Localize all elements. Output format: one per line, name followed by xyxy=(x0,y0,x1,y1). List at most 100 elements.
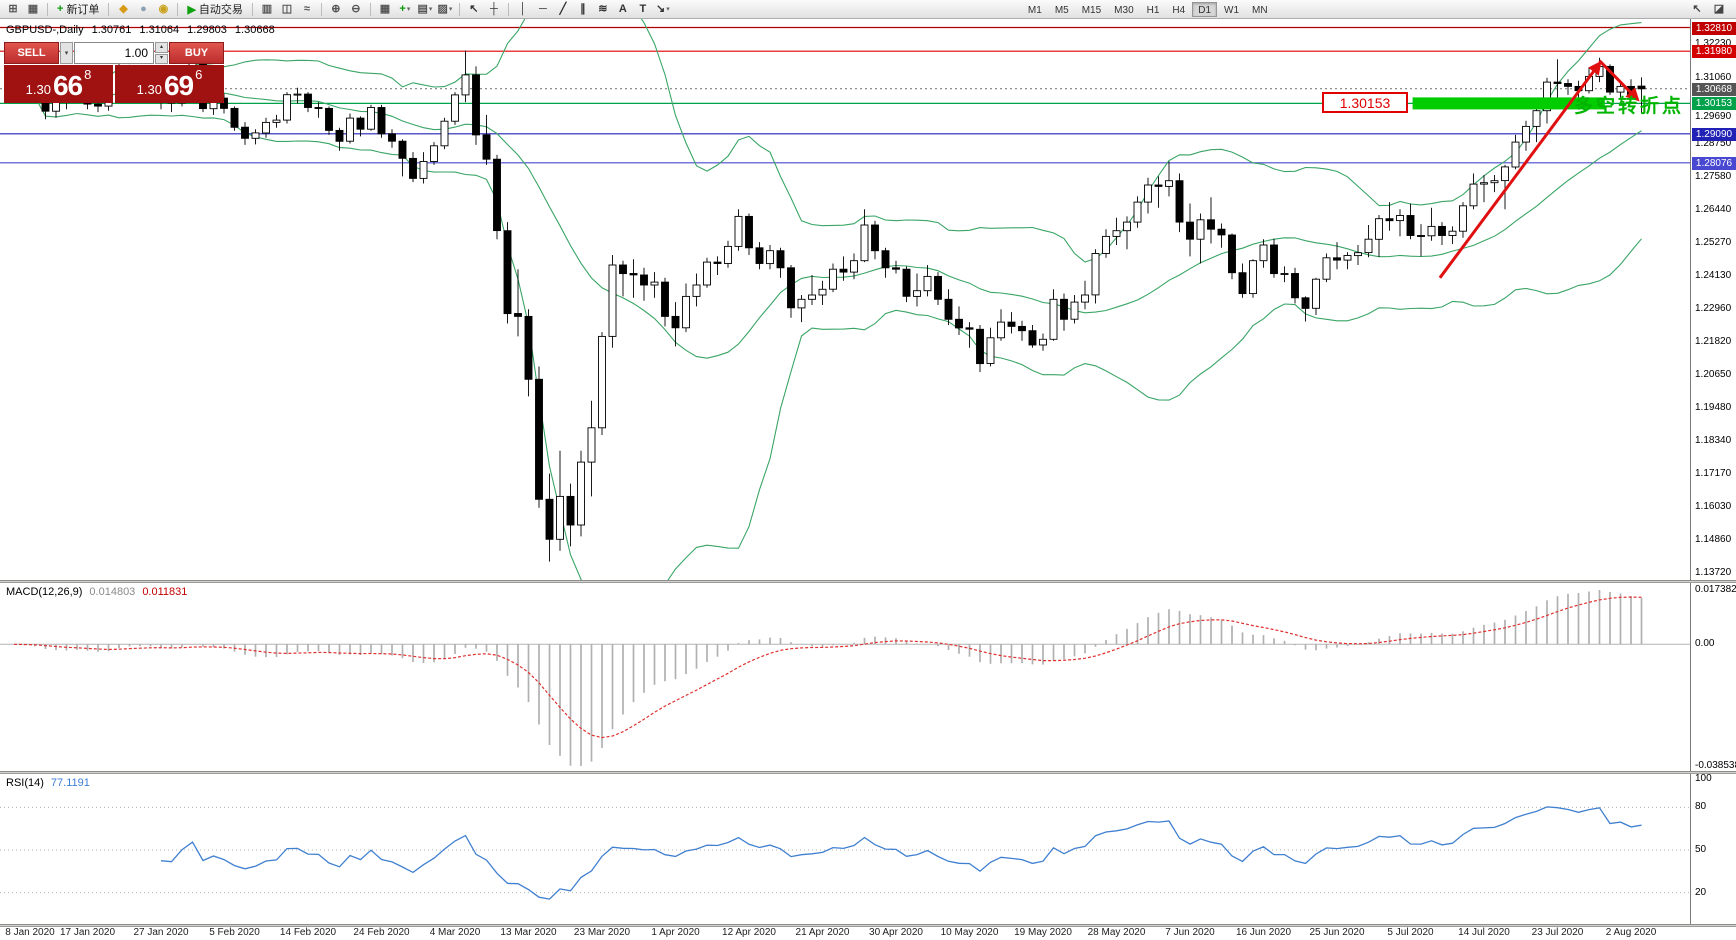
zoom-out-icon: ⊖ xyxy=(351,2,361,15)
periods-icon[interactable]: ▤ ▾ xyxy=(416,2,434,17)
price-badge: 1.30153 xyxy=(1692,97,1736,110)
rsi-line xyxy=(160,806,1642,900)
date-axis-label: 25 Jun 2020 xyxy=(1309,927,1365,938)
scale-label: 1.18340 xyxy=(1695,435,1732,446)
tile-windows-icon[interactable]: ▦ xyxy=(376,2,394,17)
bar-chart-icon: ▥ xyxy=(261,2,273,15)
price-badge: 1.29090 xyxy=(1692,128,1736,141)
sell-price-big: 66 xyxy=(52,70,83,101)
scale-label: 1.22960 xyxy=(1695,303,1732,314)
toolbar-separator xyxy=(458,2,460,16)
fibonacci-icon[interactable]: ≋ xyxy=(594,2,612,17)
new-order-button[interactable]: + 新订单 xyxy=(53,2,103,17)
new-chart-icon[interactable]: ⊞ xyxy=(4,2,22,17)
rsi-title: RSI(14) xyxy=(6,777,44,789)
text-icon[interactable]: A xyxy=(614,2,632,17)
panel-separator[interactable] xyxy=(0,771,1736,774)
toolbar-separator xyxy=(320,2,322,16)
line-chart-icon: ≈ xyxy=(303,2,310,15)
zoom-out-icon[interactable]: ⊖ xyxy=(347,2,365,17)
templates-icon: ▨ xyxy=(437,2,448,15)
date-axis-label: 2 Aug 2020 xyxy=(1605,927,1657,938)
cursor-icon[interactable]: ↖ xyxy=(465,2,483,17)
timeframe-m1[interactable]: M1 xyxy=(1027,4,1042,16)
buy-price-box[interactable]: 1.30 69 6 xyxy=(115,65,224,103)
date-axis-label: 10 May 2020 xyxy=(940,927,999,938)
timeframe-h4[interactable]: H4 xyxy=(1172,4,1186,16)
chevron-down-icon: ▾ xyxy=(428,5,433,13)
highlight-zone[interactable] xyxy=(1412,97,1605,110)
text-label-icon: T xyxy=(639,2,647,15)
sell-price-box[interactable]: 1.30 66 8 xyxy=(4,65,113,103)
timeframe-mn[interactable]: MN xyxy=(1252,4,1268,16)
indicators-icon[interactable]: + ▾ xyxy=(396,2,414,17)
timeframe-w1[interactable]: W1 xyxy=(1224,4,1240,16)
docking-icon[interactable]: ◪ xyxy=(1710,2,1728,17)
autotrading-button[interactable]: ▶ 自动交易 xyxy=(183,2,246,17)
volume-dropdown[interactable]: ▾ xyxy=(60,42,73,64)
alerts-icon[interactable]: ◆ xyxy=(114,2,132,17)
timeframe-m15[interactable]: M15 xyxy=(1081,4,1102,16)
scale-label: 1.16030 xyxy=(1695,501,1732,512)
trend-arrow[interactable] xyxy=(1598,59,1640,102)
scale-label: 50 xyxy=(1695,844,1707,855)
ohlc-open: 1.30761 xyxy=(91,24,132,36)
arrows-tool-icon: ↘ xyxy=(656,2,666,15)
panel-separator[interactable] xyxy=(0,924,1736,927)
sell-button[interactable]: SELL xyxy=(4,42,59,64)
date-axis[interactable]: 8 Jan 2020 17 Jan 2020 27 Jan 2020 5 Feb 20… xyxy=(0,926,1736,940)
trend-arrow[interactable] xyxy=(1438,60,1602,279)
timeframe-h1[interactable]: H1 xyxy=(1146,4,1160,16)
volume-input[interactable]: 1.00 xyxy=(74,42,154,64)
autotrading-label: 自动交易 xyxy=(198,4,243,16)
bar-chart-icon[interactable]: ▥ xyxy=(258,2,276,17)
pointer-icon[interactable]: ↖ xyxy=(1688,2,1706,17)
price-scale[interactable]: 1.32230 1.31060 1.29690 1.28750 1.27580 1.264… xyxy=(1690,19,1736,926)
scale-label: 1.17170 xyxy=(1695,468,1732,479)
chevron-down-icon: ▾ xyxy=(406,5,411,13)
community-icon[interactable]: ◉ xyxy=(154,2,172,17)
candlestick-chart-icon: ◫ xyxy=(281,2,293,15)
line-chart-icon[interactable]: ≈ xyxy=(298,2,316,17)
panel-separator[interactable] xyxy=(0,580,1736,583)
crosshair-icon[interactable]: ┼ xyxy=(485,2,503,17)
ohlc-high: 1.31064 xyxy=(139,24,180,36)
timeframe-m30[interactable]: M30 xyxy=(1114,4,1134,16)
zoom-in-icon[interactable]: ⊕ xyxy=(327,2,345,17)
rsi-indicator-panel[interactable] xyxy=(0,774,1690,924)
scale-label: 0.00 xyxy=(1695,638,1715,649)
scale-label: 100 xyxy=(1695,773,1712,784)
scale-label: 80 xyxy=(1695,801,1707,812)
horizontal-line-icon: ─ xyxy=(539,2,547,15)
candlestick-chart-icon[interactable]: ◫ xyxy=(278,2,296,17)
timeframe-d1[interactable]: D1 xyxy=(1192,1,1218,17)
text-label-icon[interactable]: T xyxy=(634,2,652,17)
volume-up-button[interactable]: ▴ xyxy=(155,42,168,53)
horizontal-line-icon[interactable]: ─ xyxy=(534,2,552,17)
symbol-name: GBPUSD-,Daily xyxy=(6,24,84,36)
chevron-down-icon: ▾ xyxy=(448,5,453,13)
equidistant-channel-icon[interactable]: ∥ xyxy=(574,2,592,17)
chart-profiles-icon[interactable]: ▦ xyxy=(24,2,42,17)
main-price-chart[interactable] xyxy=(0,19,1690,580)
chevron-down-icon: ▾ xyxy=(64,50,69,57)
equidistant-channel-icon: ∥ xyxy=(580,2,586,15)
timeframe-m5[interactable]: M5 xyxy=(1054,4,1069,16)
vertical-line-icon[interactable]: │ xyxy=(514,2,532,17)
search-icon[interactable]: ● xyxy=(134,2,152,17)
arrows-tool-icon[interactable]: ↘ ▾ xyxy=(654,2,672,17)
price-badge: 1.31980 xyxy=(1692,45,1736,58)
text-icon: A xyxy=(618,2,627,15)
templates-icon[interactable]: ▨ ▾ xyxy=(436,2,454,17)
macd-indicator-panel[interactable] xyxy=(0,583,1690,771)
alerts-icon: ◆ xyxy=(119,2,128,15)
buy-button[interactable]: BUY xyxy=(169,42,224,64)
volume-down-button[interactable]: ▾ xyxy=(155,53,168,64)
trendline-icon[interactable]: ╱ xyxy=(554,2,572,17)
date-axis-label: 4 Mar 2020 xyxy=(429,927,481,938)
scale-label: 1.19480 xyxy=(1695,402,1732,413)
price-badge: 1.32810 xyxy=(1692,22,1736,35)
zoom-in-icon: ⊕ xyxy=(331,2,341,15)
buy-price-small: 1.30 xyxy=(136,82,162,97)
price-level-label[interactable]: 1.30153 xyxy=(1322,92,1408,113)
